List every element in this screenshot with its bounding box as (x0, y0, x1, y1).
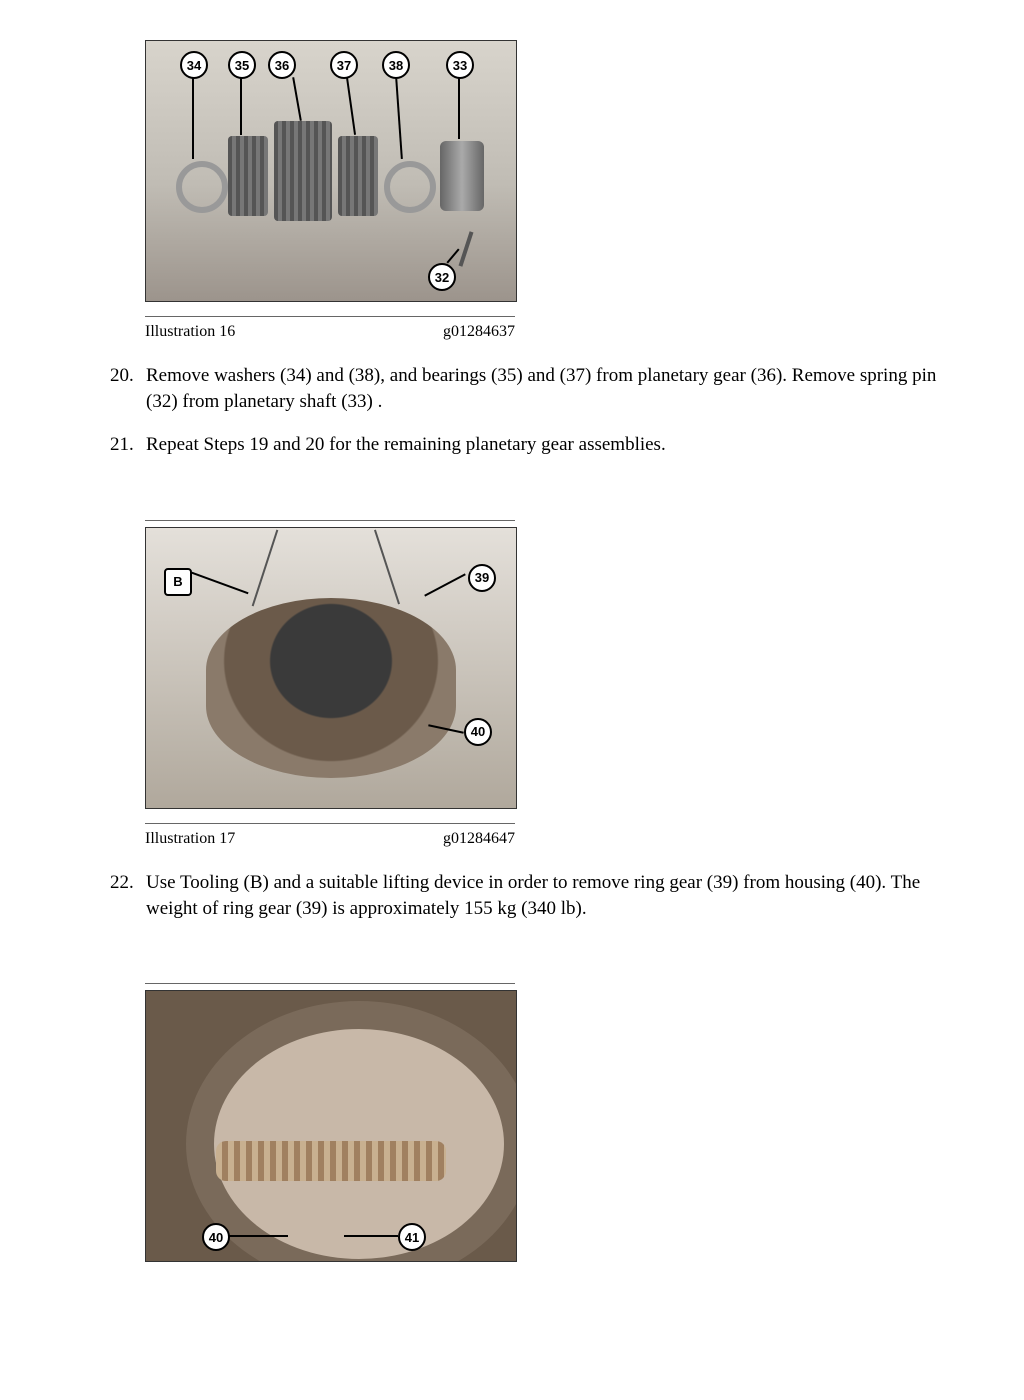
step-21-text: Repeat Steps 19 and 20 for the remaining… (146, 432, 964, 458)
step-21-number: 21. (110, 432, 146, 458)
figure-18-image: 40 41 (145, 990, 517, 1262)
figure-16-block: 34 35 36 37 38 33 32 Illustration 16 g01… (145, 40, 964, 341)
callout-41: 41 (398, 1223, 426, 1251)
figure-17-rule (145, 823, 515, 824)
figure-17-rule-top (145, 520, 515, 521)
callout-40: 40 (464, 718, 492, 746)
callout-37: 37 (330, 51, 358, 79)
step-list-2: 22. Use Tooling (B) and a suitable lifti… (110, 870, 964, 921)
step-21: 21. Repeat Steps 19 and 20 for the remai… (110, 432, 964, 458)
callout-35: 35 (228, 51, 256, 79)
figure-18-block: 40 41 (145, 983, 964, 1262)
figure-17-image: B 39 40 (145, 527, 517, 809)
step-22: 22. Use Tooling (B) and a suitable lifti… (110, 870, 964, 921)
figure-16-rule (145, 316, 515, 317)
figure-17-block: B 39 40 Illustration 17 g01284647 (145, 520, 964, 848)
step-20-text: Remove washers (34) and (38), and bearin… (146, 363, 964, 414)
figure-16-image: 34 35 36 37 38 33 32 (145, 40, 517, 302)
callout-36: 36 (268, 51, 296, 79)
step-list-1: 20. Remove washers (34) and (38), and be… (110, 363, 964, 458)
callout-34: 34 (180, 51, 208, 79)
step-22-number: 22. (110, 870, 146, 921)
step-22-text: Use Tooling (B) and a suitable lifting d… (146, 870, 964, 921)
callout-38: 38 (382, 51, 410, 79)
figure-17-caption: Illustration 17 g01284647 (145, 830, 515, 848)
callout-39: 39 (468, 564, 496, 592)
figure-16-caption: Illustration 16 g01284637 (145, 323, 515, 341)
figure-17-caption-right: g01284647 (443, 830, 515, 848)
figure-18-rule-top (145, 983, 515, 984)
callout-B: B (164, 568, 192, 596)
callout-40b: 40 (202, 1223, 230, 1251)
step-20-number: 20. (110, 363, 146, 414)
step-20: 20. Remove washers (34) and (38), and be… (110, 363, 964, 414)
figure-16-caption-left: Illustration 16 (145, 323, 235, 341)
callout-33: 33 (446, 51, 474, 79)
callout-32: 32 (428, 263, 456, 291)
figure-17-caption-left: Illustration 17 (145, 830, 235, 848)
figure-16-caption-right: g01284637 (443, 323, 515, 341)
